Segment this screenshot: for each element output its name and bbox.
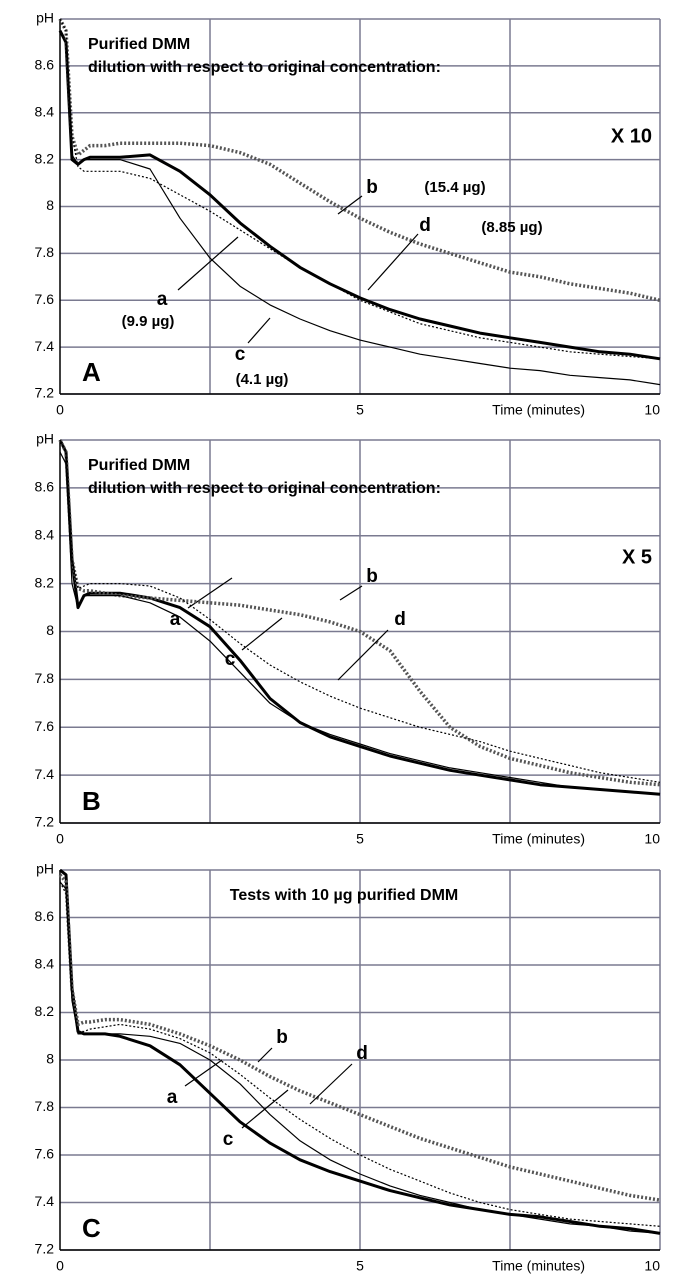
y-tick-label: 8 bbox=[46, 622, 54, 638]
leader-line bbox=[241, 617, 283, 651]
y-tick-label: 7.8 bbox=[35, 1098, 55, 1114]
y-tick-label: 7.4 bbox=[35, 1193, 55, 1209]
series-label: d bbox=[419, 215, 431, 236]
line-series bbox=[59, 881, 661, 1234]
y-tick-label: pH bbox=[36, 10, 54, 26]
annotation: X 5 bbox=[622, 546, 652, 568]
x-tick-label: 5 bbox=[356, 402, 364, 418]
y-tick-label: 7.2 bbox=[35, 814, 55, 830]
chart-title: Purified DMM bbox=[88, 36, 190, 53]
x-tick-label: 5 bbox=[356, 1258, 364, 1274]
x-tick-label: 10 bbox=[644, 1258, 660, 1274]
x-tick-label: 10 bbox=[644, 831, 660, 847]
x-tick-label: 10 bbox=[644, 402, 660, 418]
x-tick-label: 5 bbox=[356, 831, 364, 847]
leader-line bbox=[339, 585, 363, 601]
y-tick-label: 8.6 bbox=[35, 908, 55, 924]
series-label: c bbox=[223, 1129, 234, 1150]
y-tick-label: 7.8 bbox=[35, 244, 55, 260]
amount-label: (15.4 µg) bbox=[424, 179, 485, 196]
leader-line bbox=[257, 1047, 273, 1063]
y-tick-label: 7.6 bbox=[35, 1146, 55, 1162]
annotation: X 10 bbox=[611, 125, 652, 147]
y-tick-label: 8.6 bbox=[35, 57, 55, 73]
series-label: a bbox=[157, 289, 168, 310]
y-tick-label: 8.4 bbox=[35, 526, 55, 542]
series-label: d bbox=[394, 609, 406, 630]
y-tick-label: 8.2 bbox=[35, 1003, 55, 1019]
x-axis-label: Time (minutes) bbox=[492, 1258, 585, 1274]
series-label: a bbox=[167, 1087, 178, 1108]
chart-subtitle: dilution with respect to original concen… bbox=[88, 480, 441, 497]
panel-label: A bbox=[82, 357, 101, 387]
leader-line bbox=[309, 1063, 353, 1105]
y-tick-label: 7.8 bbox=[35, 670, 55, 686]
series-label: b bbox=[366, 566, 378, 587]
series-label: b bbox=[276, 1027, 288, 1048]
leader-line bbox=[177, 236, 239, 291]
x-tick-label: 0 bbox=[56, 402, 64, 418]
y-tick-label: 8 bbox=[46, 197, 54, 213]
leader-line bbox=[367, 233, 419, 291]
y-tick-label: 7.6 bbox=[35, 718, 55, 734]
leader-line bbox=[337, 195, 363, 215]
y-tick-label: 7.4 bbox=[35, 766, 55, 782]
y-tick-label: pH bbox=[36, 861, 54, 877]
y-tick-label: 8.4 bbox=[35, 956, 55, 972]
panel-label: B bbox=[82, 786, 101, 816]
y-tick-label: 7.2 bbox=[35, 1241, 55, 1257]
line-series bbox=[59, 881, 661, 1227]
leader-line bbox=[241, 1089, 289, 1129]
chart-subtitle: dilution with respect to original concen… bbox=[88, 59, 441, 76]
leader-line bbox=[247, 317, 271, 344]
panel-label: C bbox=[82, 1213, 101, 1243]
amount-label: (9.9 µg) bbox=[122, 313, 175, 330]
x-axis-label: Time (minutes) bbox=[492, 831, 585, 847]
series-label: a bbox=[170, 609, 181, 630]
y-tick-label: 8.2 bbox=[35, 150, 55, 166]
line-series bbox=[59, 18, 661, 360]
y-tick-label: 8.2 bbox=[35, 574, 55, 590]
series-label: c bbox=[235, 344, 246, 365]
x-axis-label: Time (minutes) bbox=[492, 402, 585, 418]
series-label: c bbox=[225, 649, 236, 670]
series-label: b bbox=[366, 177, 378, 198]
amount-label: (8.85 µg) bbox=[481, 219, 542, 236]
line-series bbox=[58, 873, 661, 1202]
x-tick-label: 0 bbox=[56, 1258, 64, 1274]
line-series bbox=[59, 451, 661, 795]
x-tick-label: 0 bbox=[56, 831, 64, 847]
leader-line bbox=[337, 629, 389, 681]
y-tick-label: 8.4 bbox=[35, 103, 55, 119]
series-label: d bbox=[356, 1043, 368, 1064]
y-tick-label: 7.6 bbox=[35, 291, 55, 307]
amount-label: (4.1 µg) bbox=[236, 371, 289, 388]
y-tick-label: 8.6 bbox=[35, 479, 55, 495]
chart-title: Purified DMM bbox=[88, 457, 190, 474]
y-tick-label: 7.4 bbox=[35, 338, 55, 354]
y-tick-label: 7.2 bbox=[35, 385, 55, 401]
chart-title: Tests with 10 µg purified DMM bbox=[230, 887, 459, 904]
y-tick-label: 8 bbox=[46, 1051, 54, 1067]
line-series bbox=[59, 30, 661, 386]
y-tick-label: pH bbox=[36, 431, 54, 447]
line-series bbox=[59, 439, 661, 783]
